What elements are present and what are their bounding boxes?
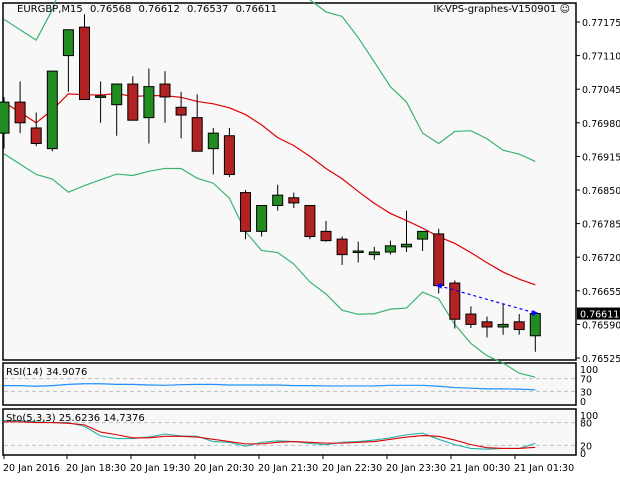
price-tick-label: 0.76980: [582, 119, 620, 130]
current-price-marker: [577, 307, 620, 320]
candle: [30, 112, 42, 147]
candle: [256, 205, 268, 237]
price-tick-label: 0.76915: [582, 152, 620, 163]
stoch-panel[interactable]: [2, 408, 577, 456]
expert-name: IK-VPS-graphes-V150901: [433, 4, 557, 15]
candle: [272, 184, 284, 211]
candle: [513, 314, 525, 335]
candle: [111, 83, 123, 136]
candle: [79, 14, 90, 101]
candle: [417, 230, 429, 251]
candle: [288, 192, 300, 209]
trendline-anchor-icon[interactable]: [532, 310, 539, 317]
expert-advisor-label[interactable]: IK-VPS-graphes-V150901 ☺: [433, 4, 570, 15]
candle: [127, 76, 139, 121]
time-tick-label: 20 Jan 18:30: [66, 463, 126, 474]
time-tick-label: 20 Jan 2016: [3, 463, 60, 474]
open-value: 0.76568: [89, 4, 132, 15]
rsi-tick-label: 70: [580, 375, 592, 386]
trendline-anchor-icon[interactable]: [435, 282, 442, 289]
price-tick-label: 0.76525: [582, 354, 620, 365]
price-tick-label: 0.76850: [582, 186, 620, 197]
chart-title: EURGBP,M15 0.76568 0.76612 0.76537 0.766…: [17, 4, 281, 15]
candle: [304, 205, 316, 240]
smiley-icon: ☺: [559, 4, 570, 15]
bollinger-upper-band: [3, 0, 536, 162]
price-tick-label: 0.76590: [582, 320, 620, 331]
moving-average-line: [3, 92, 536, 286]
candle: [481, 316, 493, 338]
stoch-tick-label: 80: [580, 419, 592, 430]
candle: [497, 303, 509, 335]
candle: [449, 280, 461, 329]
candle: [159, 71, 171, 123]
candle: [0, 96, 10, 149]
stoch-tick-label: 20: [580, 441, 592, 452]
price-tick-label: 0.77175: [582, 18, 620, 29]
time-tick-label: 20 Jan 19:30: [130, 463, 190, 474]
svg-text:0.76611: 0.76611: [580, 310, 619, 321]
stoch-tick-label: 100: [580, 411, 598, 422]
candle: [384, 240, 396, 255]
candle: [401, 210, 412, 253]
candle: [95, 81, 107, 123]
candle: [143, 68, 155, 144]
candle: [62, 29, 74, 92]
candle: [368, 246, 380, 260]
candle: [433, 228, 445, 294]
candle: [223, 127, 235, 178]
rsi-tick-label: 30: [580, 387, 592, 398]
candle: [207, 127, 219, 175]
main-price-panel[interactable]: [2, 2, 577, 361]
candle: [336, 236, 348, 265]
stoch-signal-line: [4, 421, 536, 449]
trendline[interactable]: [438, 285, 536, 314]
price-tick-label: 0.77045: [582, 85, 620, 96]
symbol-label: EURGBP,M15: [17, 4, 83, 15]
candle: [320, 221, 332, 242]
time-tick-label: 20 Jan 23:30: [386, 463, 446, 474]
bollinger-lower-band: [3, 153, 536, 378]
stoch-tick-label: 0: [580, 449, 586, 460]
rsi-tick-label: 100: [580, 365, 598, 376]
candle: [14, 81, 26, 134]
stoch-label: Sto(5,3,3) 25.6236 14.7376: [6, 413, 145, 424]
low-value: 0.76537: [187, 4, 229, 15]
stoch-main-line: [4, 420, 536, 450]
candle: [175, 91, 187, 139]
candle: [240, 190, 251, 240]
price-tick-label: 0.77110: [582, 52, 620, 63]
time-tick-label: 20 Jan 20:30: [194, 463, 254, 474]
time-tick-label: 21 Jan 00:30: [450, 463, 510, 474]
close-value: 0.76611: [235, 4, 277, 15]
candle: [46, 70, 58, 152]
time-tick-label: 20 Jan 21:30: [258, 463, 318, 474]
rsi-label: RSI(14) 34.9076: [6, 367, 88, 378]
rsi-tick-label: 0: [580, 397, 586, 408]
candle: [465, 306, 477, 329]
time-tick-label: 21 Jan 01:30: [514, 463, 574, 474]
candle: [352, 241, 364, 263]
rsi-line: [4, 383, 536, 391]
price-tick-label: 0.76720: [582, 253, 620, 264]
high-value: 0.76612: [138, 4, 180, 15]
price-tick-label: 0.76785: [582, 220, 620, 231]
time-tick-label: 20 Jan 22:30: [322, 463, 382, 474]
price-tick-label: 0.76655: [582, 287, 620, 298]
candle: [191, 94, 203, 152]
